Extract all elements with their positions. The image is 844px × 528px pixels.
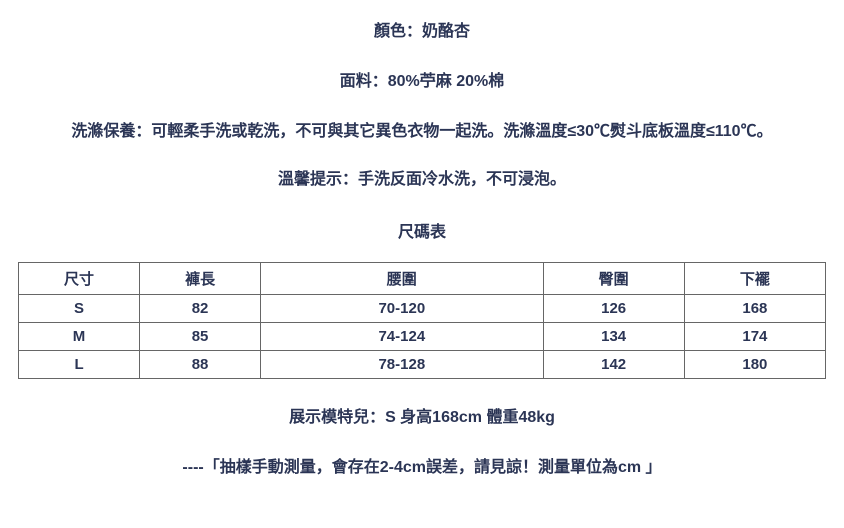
cell-waist: 74-124 <box>261 323 543 351</box>
cell-waist: 78-128 <box>261 351 543 379</box>
table-header-row: 尺寸 褲長 腰圍 臀圍 下襬 <box>19 263 826 295</box>
model-line: 展示模特兒：S 身高168cm 體重48kg <box>18 403 826 427</box>
color-line: 顏色：奶酪杏 <box>18 20 826 44</box>
cell-size: L <box>19 351 140 379</box>
cell-hem: 180 <box>684 351 825 379</box>
cell-waist: 70-120 <box>261 295 543 323</box>
cell-length: 82 <box>140 295 261 323</box>
table-row: L 88 78-128 142 180 <box>19 351 826 379</box>
cell-size: S <box>19 295 140 323</box>
measurement-note: ----「抽樣手動測量，會存在2-4cm誤差，請見諒！測量單位為cm 」 <box>18 453 826 477</box>
col-header-hip: 臀圍 <box>543 263 684 295</box>
col-header-hem: 下襬 <box>684 263 825 295</box>
col-header-length: 褲長 <box>140 263 261 295</box>
cell-length: 85 <box>140 323 261 351</box>
tip-line: 溫馨提示：手洗反面冷水洗，不可浸泡。 <box>18 168 826 192</box>
table-row: M 85 74-124 134 174 <box>19 323 826 351</box>
size-table-title: 尺碼表 <box>18 218 826 242</box>
fabric-line: 面料：80%苧麻 20%棉 <box>18 70 826 94</box>
size-table: 尺寸 褲長 腰圍 臀圍 下襬 S 82 70-120 126 168 M 85 … <box>18 262 826 379</box>
cell-hem: 174 <box>684 323 825 351</box>
col-header-waist: 腰圍 <box>261 263 543 295</box>
cell-hip: 126 <box>543 295 684 323</box>
col-header-size: 尺寸 <box>19 263 140 295</box>
cell-hem: 168 <box>684 295 825 323</box>
care-line: 洗滌保養：可輕柔手洗或乾洗，不可與其它異色衣物一起洗。洗滌溫度≤30℃熨斗底板溫… <box>18 120 826 144</box>
cell-size: M <box>19 323 140 351</box>
cell-hip: 142 <box>543 351 684 379</box>
table-row: S 82 70-120 126 168 <box>19 295 826 323</box>
cell-length: 88 <box>140 351 261 379</box>
cell-hip: 134 <box>543 323 684 351</box>
